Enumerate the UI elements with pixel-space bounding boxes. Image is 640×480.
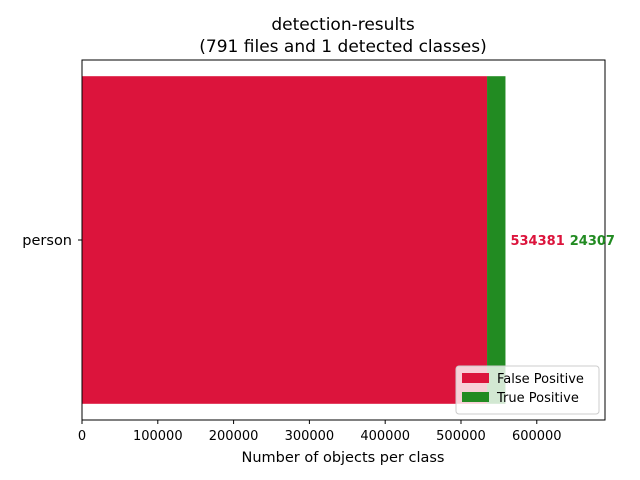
data-labels: 534381 24307 <box>510 234 615 249</box>
legend-swatch-false-positive <box>462 373 489 383</box>
legend: False Positive True Positive <box>455 365 600 415</box>
x-tick-label: 0 <box>78 429 86 444</box>
legend-swatch-true-positive <box>462 392 489 402</box>
legend-label-false-positive: False Positive <box>497 372 584 387</box>
bars <box>82 76 506 404</box>
bar-true-positive-person <box>487 76 506 404</box>
data-label-false-positive: 534381 <box>510 234 564 249</box>
legend-box <box>455 365 600 415</box>
x-tick-label: 600000 <box>512 429 562 444</box>
x-tick-label: 200000 <box>209 429 259 444</box>
x-tick-label: 500000 <box>436 429 486 444</box>
x-tick-label: 400000 <box>360 429 410 444</box>
chart-title-text: detection-results <box>271 15 415 35</box>
x-axis-label: Number of objects per class <box>242 450 445 466</box>
x-tick-label: 100000 <box>133 429 183 444</box>
y-axis-ticks: person <box>22 233 82 249</box>
legend-label-true-positive: True Positive <box>496 391 579 406</box>
bar-false-positive-person <box>82 76 488 404</box>
y-tick-label-person: person <box>22 233 72 249</box>
x-axis-ticks: 0 100000 200000 300000 400000 500000 600000 <box>78 420 562 444</box>
x-tick-label: 300000 <box>285 429 335 444</box>
data-label-true-positive: 24307 <box>570 234 615 249</box>
chart-subtitle-text: (791 files and 1 detected classes) <box>199 37 486 57</box>
chart-title: detection-results (791 files and 1 detec… <box>199 15 486 57</box>
